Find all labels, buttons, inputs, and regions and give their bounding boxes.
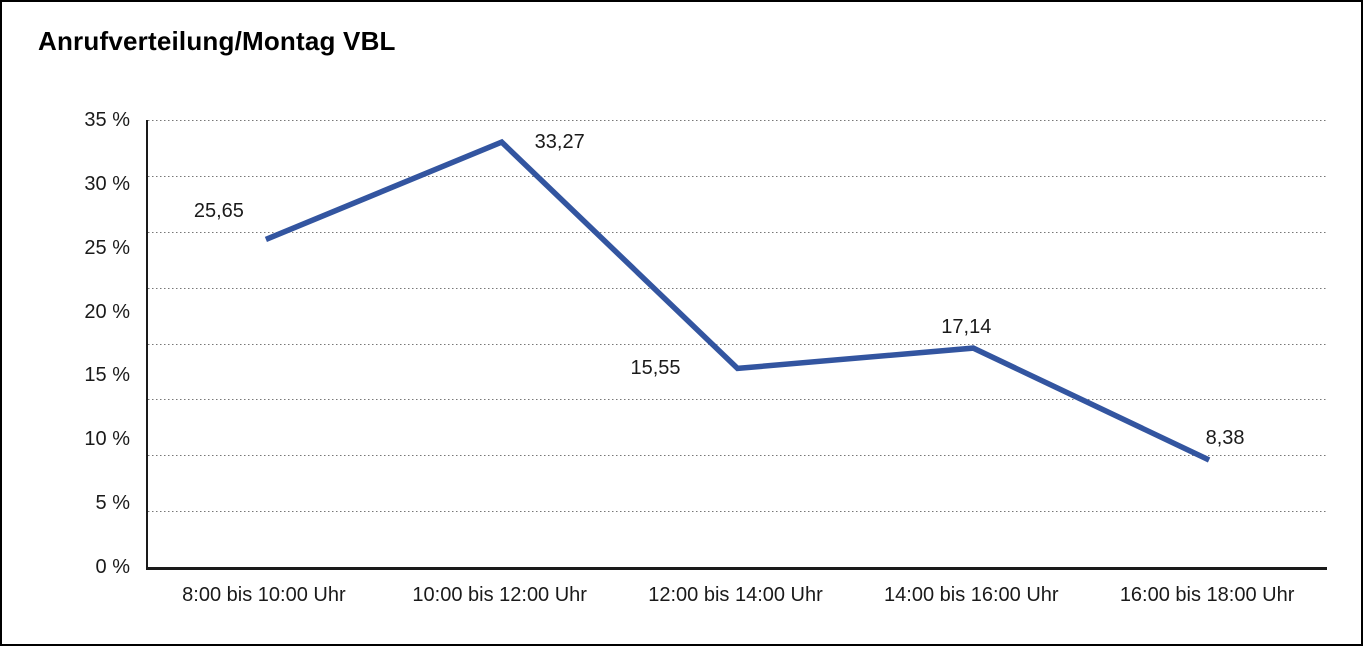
y-tick-label: 5 % bbox=[95, 492, 130, 515]
chart-title: Anrufverteilung/Montag VBL bbox=[38, 26, 396, 56]
x-tick-label: 14:00 bis 16:00 Uhr bbox=[884, 584, 1059, 606]
line-chart-svg bbox=[148, 119, 1327, 513]
x-tick-label: 12:00 bis 14:00 Uhr bbox=[648, 584, 823, 606]
y-tick-label: 35 % bbox=[84, 109, 130, 131]
x-tick-label: 16:00 bis 18:00 Uhr bbox=[1119, 584, 1295, 606]
data-line bbox=[264, 138, 1211, 463]
x-tick-label: 10:00 bis 12:00 Uhr bbox=[412, 584, 587, 606]
data-point-label: 17,14 bbox=[941, 316, 992, 339]
data-point-label: 25,65 bbox=[193, 200, 244, 223]
y-tick-label: 20 % bbox=[84, 300, 130, 323]
data-point-label: 33,27 bbox=[534, 131, 585, 154]
y-tick-label: 0 % bbox=[95, 556, 130, 578]
y-tick-label: 15 % bbox=[84, 364, 130, 387]
x-tick-label: 8:00 bis 10:00 Uhr bbox=[182, 584, 346, 606]
data-point-label: 15,55 bbox=[630, 357, 681, 380]
data-point-label: 8,38 bbox=[1205, 426, 1245, 449]
y-tick-label: 10 % bbox=[84, 428, 130, 451]
plot-area bbox=[146, 119, 1327, 570]
y-tick-label: 25 % bbox=[84, 236, 130, 259]
y-tick-label: 30 % bbox=[84, 172, 130, 195]
